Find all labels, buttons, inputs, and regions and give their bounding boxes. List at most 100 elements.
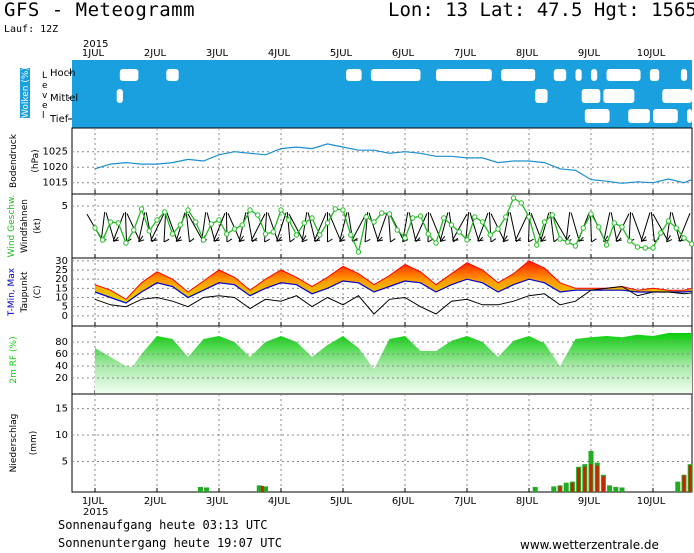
wind-speed-point xyxy=(441,215,447,221)
humidity-area xyxy=(95,333,692,394)
wind-barb-flag xyxy=(541,236,546,242)
wind-barb xyxy=(514,213,529,241)
wind-speed-point xyxy=(658,230,664,236)
day-label-top: 2JUL xyxy=(144,48,167,59)
wind-speed-point xyxy=(301,220,307,226)
wind-barb-flag xyxy=(528,238,534,243)
humidity-panel-label: 2m RF (%) xyxy=(9,336,19,383)
wind-speed-point xyxy=(340,207,346,213)
cloud-level-title-letter: L xyxy=(42,71,47,81)
wind-barb xyxy=(477,212,489,242)
wind-barb-flag xyxy=(440,236,446,242)
wind-barb-flag xyxy=(151,237,157,243)
wind-speed-point xyxy=(534,242,540,248)
wind-barb xyxy=(286,212,291,242)
wind-speed-point xyxy=(472,214,478,220)
humidity-tick-label: 20 xyxy=(55,373,68,384)
day-label-bottom: 1JUL xyxy=(82,496,105,507)
wind-speed-point xyxy=(177,222,183,228)
wind-barb-flag xyxy=(251,239,258,241)
precip-total-bar xyxy=(619,487,625,492)
cloud-clear-patch xyxy=(346,69,362,81)
wind-barb xyxy=(301,212,308,242)
precip-total-bar xyxy=(197,486,203,492)
day-label-top: 8JUL xyxy=(516,48,539,59)
wind-speed-point xyxy=(309,215,315,221)
location-coordinates: Lon: 13 Lat: 47.5 Hgt: 1565m xyxy=(388,0,694,21)
wind-barb xyxy=(351,213,367,241)
wind-barb-flag xyxy=(402,239,409,243)
day-label-top: 9JUL xyxy=(578,48,601,59)
wind-panel-label-primary: Wind Geschw. xyxy=(7,195,17,258)
precipitation-tick-label: 5 xyxy=(62,457,68,468)
precip-total-bar xyxy=(532,486,538,492)
wind-barb xyxy=(640,212,651,242)
wind-barb-flag xyxy=(502,239,509,243)
cloud-clear-patch xyxy=(687,109,692,123)
cloud-clear-patch xyxy=(501,69,536,81)
wind-speed-point xyxy=(681,235,687,241)
day-label-top: 5JUL xyxy=(330,48,353,59)
sunrise-text: Sonnenaufgang heute 03:13 UTC xyxy=(58,518,268,532)
wind-speed-point xyxy=(255,212,261,218)
pressure-panel-label: Bodendruck xyxy=(9,133,19,188)
wind-unit-label: (kt) xyxy=(33,218,43,234)
wind-speed-point xyxy=(689,241,694,247)
temperature-range-band xyxy=(95,260,692,303)
wind-barb-flag xyxy=(477,239,484,242)
cloud-clear-patch xyxy=(591,69,598,81)
wind-barb xyxy=(124,211,127,243)
wind-barb xyxy=(185,212,190,242)
wind-speed-point xyxy=(402,235,408,241)
precip-total-bar xyxy=(551,486,557,492)
wind-speed-point xyxy=(417,213,424,219)
wind-barb xyxy=(264,212,268,243)
precip-total-bar xyxy=(613,486,619,492)
wind-speed-point xyxy=(371,219,377,225)
cloud-level-label: Hoch xyxy=(50,68,75,79)
sunset-text: Sonnenuntergang heute 19:07 UTC xyxy=(58,536,282,550)
day-label-bottom: 4JUL xyxy=(268,496,291,507)
cloud-label-box xyxy=(20,68,30,118)
wind-barb-flag xyxy=(264,238,270,243)
wind-speed-point xyxy=(146,228,152,234)
wind-barb xyxy=(276,212,287,242)
wind-speed-point xyxy=(131,227,137,233)
day-label-bottom: 7JUL xyxy=(454,496,477,507)
wind-speed-point xyxy=(185,207,191,213)
precip-convective-bar xyxy=(601,476,605,492)
cloud-clear-patch xyxy=(166,69,179,81)
temperature-panel-label-primary: T-Min, Max xyxy=(7,267,17,317)
wind-speed-point xyxy=(324,220,331,226)
wind-barb-flag xyxy=(276,239,283,242)
wind-barb xyxy=(368,212,379,242)
wind-tick-label: 5 xyxy=(62,201,68,212)
wind-barb-flag xyxy=(302,235,307,241)
day-label-bottom: 3JUL xyxy=(206,496,229,507)
cloud-clear-patch xyxy=(628,109,650,123)
wind-barb xyxy=(100,212,106,242)
wind-barb xyxy=(126,213,141,241)
wind-barb-flag xyxy=(516,237,522,243)
wind-barb xyxy=(540,212,550,242)
cloud-clear-patch xyxy=(653,109,678,123)
dewpoint-series-line xyxy=(94,285,692,315)
wind-speed-point xyxy=(448,222,455,228)
wind-barb-flag xyxy=(239,235,244,242)
wind-barb-flag xyxy=(377,239,383,242)
temperature-tick-label: 30 xyxy=(55,256,68,267)
wind-barb-flag xyxy=(439,239,446,243)
wind-barb-flag xyxy=(604,235,609,241)
wind-barb-flag xyxy=(503,235,508,241)
wind-barb xyxy=(163,211,167,243)
wind-barb-flag xyxy=(301,239,308,243)
cloud-clear-patch xyxy=(370,69,421,81)
wind-barb xyxy=(187,213,203,241)
wind-barb-flag xyxy=(238,239,245,243)
wind-barb-flag xyxy=(327,238,333,243)
wind-speed-point xyxy=(565,239,571,245)
wind-barb-flag xyxy=(615,239,622,242)
wind-speed-point xyxy=(580,225,586,231)
precip-total-bar xyxy=(675,481,681,492)
